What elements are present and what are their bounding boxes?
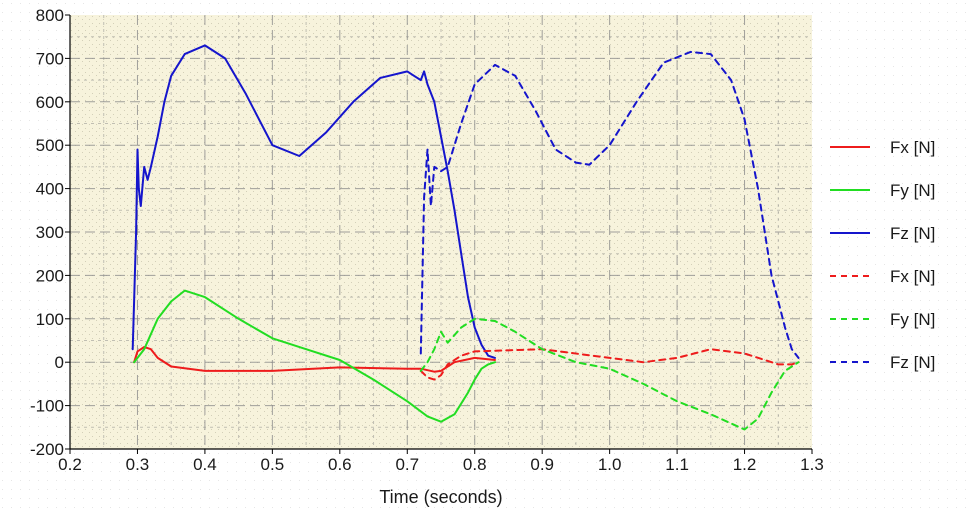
x-tick-label: 0.7 bbox=[395, 455, 419, 474]
y-tick-label: 500 bbox=[36, 136, 64, 155]
series-line-1 bbox=[133, 346, 496, 373]
series-line-6 bbox=[419, 50, 800, 359]
x-tick-label: 1.0 bbox=[598, 455, 622, 474]
x-tick-label: 0.3 bbox=[126, 455, 150, 474]
x-tick-label: 0.6 bbox=[328, 455, 352, 474]
x-tick-label: 0.5 bbox=[261, 455, 285, 474]
series-line-2 bbox=[133, 289, 496, 423]
x-axis-tick-labels: 0.2 0.3 0.4 0.5 0.6 0.7 0.8 0.9 1.0 1.1 1.2 1.3 bbox=[58, 455, 824, 474]
x-tick-label: 1.1 bbox=[665, 455, 689, 474]
series-line-4 bbox=[419, 348, 800, 381]
x-tick-label: 0.9 bbox=[530, 455, 554, 474]
y-axis-tick-labels: 800 700 600 500 400 300 200 100 0 -100 -200 bbox=[30, 6, 64, 459]
y-tick-label: 400 bbox=[36, 180, 64, 199]
x-tick-label: 0.4 bbox=[193, 455, 217, 474]
y-tick-label: 700 bbox=[36, 49, 64, 68]
axes bbox=[65, 14, 813, 454]
y-tick-label: -200 bbox=[30, 440, 64, 459]
y-tick-label: 800 bbox=[36, 6, 64, 25]
x-axis-label: Time (seconds) bbox=[379, 487, 502, 507]
x-tick-label: 1.2 bbox=[733, 455, 757, 474]
legend-label: Fy [N] bbox=[890, 181, 935, 200]
y-tick-label: 200 bbox=[36, 266, 64, 285]
x-tick-label: 0.2 bbox=[58, 455, 82, 474]
legend: Fx [N] Fy [N] Fz [N] Fx [N] Fy [N] Fz [N] bbox=[830, 138, 935, 372]
series-group bbox=[131, 44, 800, 431]
y-tick-label: 0 bbox=[55, 353, 64, 372]
grid-lines bbox=[70, 15, 812, 449]
x-tick-label: 0.8 bbox=[463, 455, 487, 474]
legend-label: Fy [N] bbox=[890, 310, 935, 329]
legend-label: Fx [N] bbox=[890, 138, 935, 157]
y-tick-label: 300 bbox=[36, 223, 64, 242]
legend-label: Fx [N] bbox=[890, 267, 935, 286]
x-tick-label: 1.3 bbox=[800, 455, 824, 474]
series-line-3 bbox=[131, 44, 496, 359]
y-tick-label: 600 bbox=[36, 93, 64, 112]
legend-label: Fz [N] bbox=[890, 353, 935, 372]
series-line-5 bbox=[419, 317, 800, 431]
y-tick-label: -100 bbox=[30, 397, 64, 416]
legend-label: Fz [N] bbox=[890, 224, 935, 243]
y-tick-label: 100 bbox=[36, 310, 64, 329]
